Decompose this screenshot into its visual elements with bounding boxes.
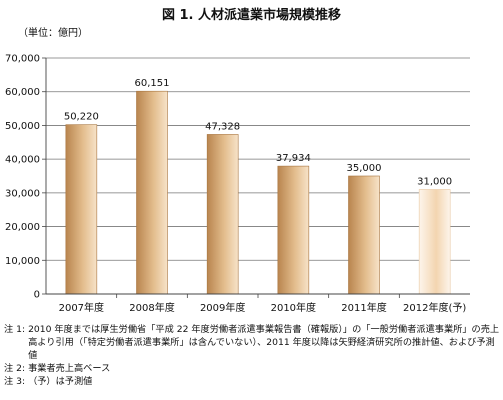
note-1-label: 注 1: [4, 324, 26, 335]
y-tick-label: 20,000 [5, 222, 40, 233]
y-tick-label: 50,000 [5, 121, 40, 132]
unit-label: （単位：億円） [18, 28, 88, 39]
x-tick-label: 2010年度 [271, 301, 316, 314]
axes [42, 57, 470, 298]
note-1: 注 1: 2010 年度までは厚生労働省「平成 22 年度労働者派遣事業報告書（… [4, 323, 500, 362]
x-tick-label: 2009年度 [200, 301, 245, 314]
gridlines [46, 57, 470, 261]
labels: 0 10,000 20,000 30,000 40,000 50,000 60,000 70,… [5, 54, 466, 315]
y-tick-label: 10,000 [5, 256, 40, 267]
data-label: 47,328 [205, 121, 240, 132]
bars [65, 90, 451, 295]
y-tick-label: 70,000 [5, 54, 40, 65]
bar-chart: 0 10,000 20,000 30,000 40,000 50,000 60,000 70,… [5, 54, 470, 315]
note-2-label: 注 2: [4, 363, 26, 374]
x-tick-label: 2012年度(予) [403, 301, 466, 314]
notes: 注 1: 2010 年度までは厚生労働省「平成 22 年度労働者派遣事業報告書（… [4, 323, 500, 388]
bar-2 [136, 90, 168, 295]
note-2-text: 事業者売上高ベース [28, 363, 111, 374]
bar-5 [348, 175, 380, 295]
data-label: 31,000 [417, 176, 452, 187]
note-1-text: 2010 年度までは厚生労働省「平成 22 年度労働者派遣事業報告書（確報版）」… [28, 324, 500, 361]
data-label: 35,000 [347, 163, 382, 174]
y-tick-label: 30,000 [5, 188, 40, 199]
y-tick-label: 40,000 [5, 155, 40, 166]
bar-1 [65, 124, 98, 295]
note-3-text: （予）は予測値 [28, 376, 93, 387]
data-label: 37,934 [276, 153, 311, 164]
x-tick-label: 2011年度 [341, 301, 386, 314]
y-tick-label: 0 [34, 290, 40, 301]
x-tick-label: 2007年度 [59, 301, 104, 314]
x-tick-label: 2008年度 [129, 301, 174, 314]
note-3-label: 注 3: [4, 376, 26, 387]
chart-title: 図 1. 人材派遣業市場規模推移 [161, 8, 342, 23]
bar-6 [418, 189, 451, 295]
data-label: 50,220 [64, 112, 99, 123]
note-2: 注 2: 事業者売上高ベース [4, 362, 500, 375]
bar-4 [277, 165, 310, 295]
data-label: 60,151 [135, 78, 170, 89]
note-3: 注 3: （予）は予測値 [4, 375, 500, 388]
y-tick-label: 60,000 [5, 87, 40, 98]
bar-3 [206, 134, 239, 295]
